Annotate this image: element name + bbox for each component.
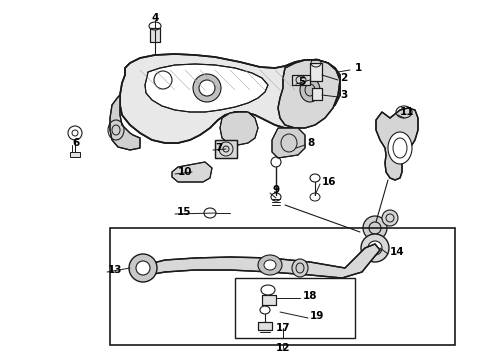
Bar (110, 228, 455, 345)
Bar (150, 28, 160, 42)
Text: 15: 15 (177, 207, 192, 217)
Text: 12: 12 (276, 343, 290, 353)
Bar (215, 140, 237, 158)
Polygon shape (376, 108, 418, 180)
Text: 2: 2 (340, 73, 347, 83)
Bar (310, 63, 322, 81)
Bar (215, 140, 237, 158)
Polygon shape (145, 64, 268, 112)
Text: 5: 5 (298, 77, 305, 87)
Text: 14: 14 (390, 247, 405, 257)
Text: 13: 13 (108, 265, 122, 275)
Text: 10: 10 (178, 167, 193, 177)
Ellipse shape (129, 254, 157, 282)
Ellipse shape (368, 241, 382, 255)
Bar (292, 75, 310, 85)
Ellipse shape (388, 132, 412, 164)
Text: 18: 18 (303, 291, 318, 301)
Text: 1: 1 (355, 63, 362, 73)
Ellipse shape (300, 78, 320, 102)
Text: 11: 11 (400, 107, 415, 117)
Polygon shape (120, 54, 340, 143)
Polygon shape (272, 128, 305, 158)
Bar (262, 295, 276, 305)
Bar (292, 75, 310, 85)
Ellipse shape (292, 259, 308, 277)
Ellipse shape (199, 80, 215, 96)
Bar (262, 295, 276, 305)
Text: 9: 9 (272, 185, 279, 195)
Bar (258, 322, 272, 330)
Polygon shape (110, 95, 140, 150)
Text: 4: 4 (151, 13, 159, 23)
Bar (235, 278, 355, 338)
Polygon shape (138, 244, 380, 278)
Text: 8: 8 (307, 138, 314, 148)
Text: 3: 3 (340, 90, 347, 100)
Text: 19: 19 (310, 311, 324, 321)
Text: 16: 16 (322, 177, 337, 187)
Polygon shape (278, 60, 340, 128)
Bar (312, 88, 322, 100)
Ellipse shape (136, 261, 150, 275)
Polygon shape (220, 112, 258, 145)
Ellipse shape (264, 260, 276, 270)
Ellipse shape (193, 74, 221, 102)
Polygon shape (172, 162, 212, 182)
Text: 17: 17 (276, 323, 290, 333)
Bar (70, 152, 80, 157)
Bar (312, 88, 322, 100)
Text: 6: 6 (72, 138, 79, 148)
Text: 7: 7 (215, 143, 222, 153)
Bar (258, 322, 272, 330)
Ellipse shape (258, 255, 282, 275)
Bar (150, 28, 160, 42)
Ellipse shape (361, 234, 389, 262)
Bar (310, 63, 322, 81)
Ellipse shape (382, 210, 398, 226)
Ellipse shape (363, 216, 387, 240)
